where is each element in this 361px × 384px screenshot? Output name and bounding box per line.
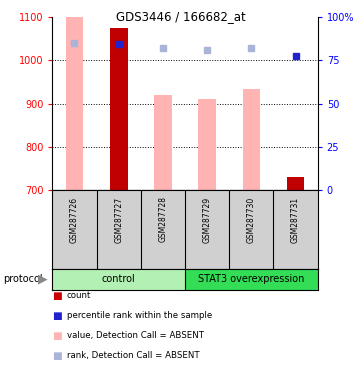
Text: GSM287730: GSM287730 bbox=[247, 196, 256, 243]
Text: rank, Detection Call = ABSENT: rank, Detection Call = ABSENT bbox=[67, 351, 199, 360]
Bar bbox=[110, 28, 127, 190]
Bar bbox=[185, 269, 318, 290]
Bar bbox=[198, 99, 216, 190]
Text: GSM287726: GSM287726 bbox=[70, 196, 79, 243]
Text: ■: ■ bbox=[52, 311, 62, 321]
Text: ■: ■ bbox=[52, 331, 62, 341]
Text: percentile rank within the sample: percentile rank within the sample bbox=[67, 311, 212, 320]
Text: ▶: ▶ bbox=[38, 273, 47, 286]
Bar bbox=[66, 17, 83, 190]
Bar bbox=[154, 95, 172, 190]
Text: GSM287731: GSM287731 bbox=[291, 196, 300, 243]
Text: protocol: protocol bbox=[4, 274, 43, 285]
Text: GDS3446 / 166682_at: GDS3446 / 166682_at bbox=[116, 10, 245, 23]
Bar bbox=[52, 269, 185, 290]
Text: GSM287729: GSM287729 bbox=[203, 196, 212, 243]
Text: STAT3 overexpression: STAT3 overexpression bbox=[198, 274, 305, 285]
Text: GSM287727: GSM287727 bbox=[114, 196, 123, 243]
Text: ■: ■ bbox=[52, 291, 62, 301]
Text: value, Detection Call = ABSENT: value, Detection Call = ABSENT bbox=[67, 331, 204, 340]
Text: count: count bbox=[67, 291, 91, 300]
Text: ■: ■ bbox=[52, 351, 62, 361]
Text: control: control bbox=[102, 274, 135, 285]
Bar bbox=[287, 177, 304, 190]
Bar bbox=[243, 89, 260, 190]
Text: GSM287728: GSM287728 bbox=[158, 196, 168, 242]
